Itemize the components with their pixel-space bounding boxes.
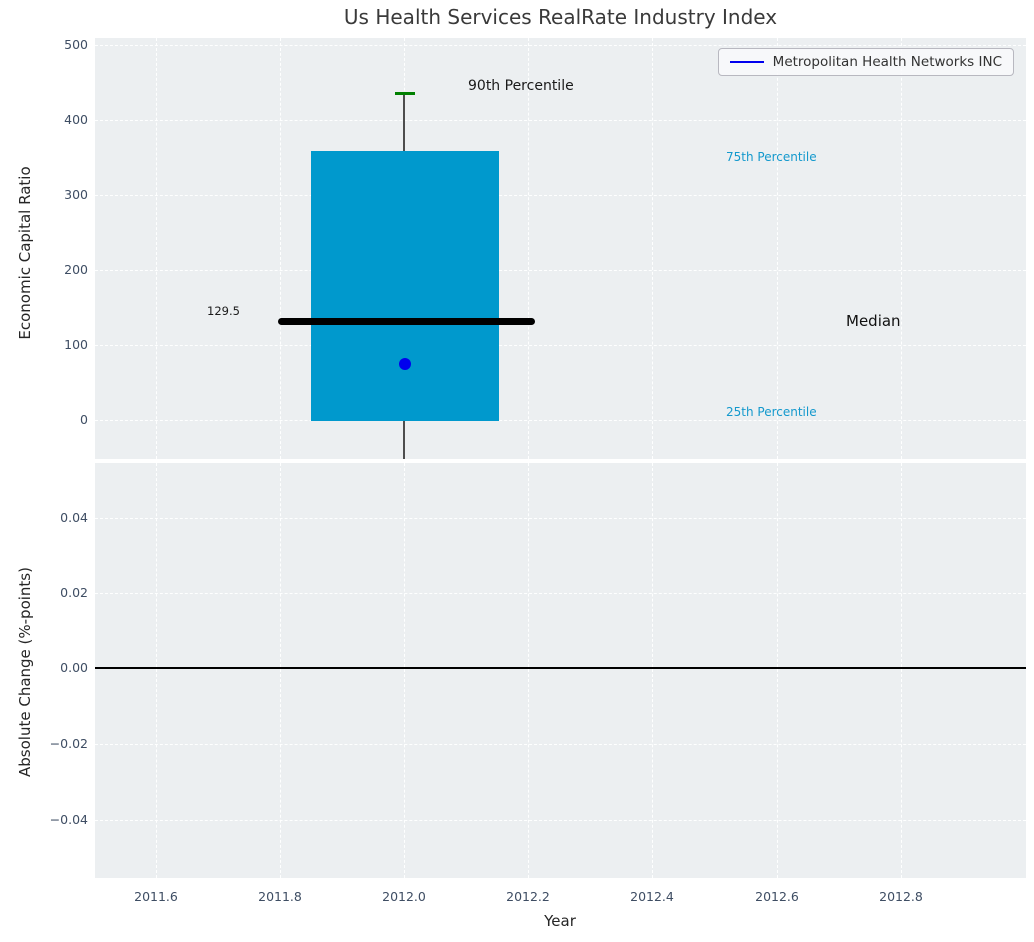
ytick-label: 0.02: [60, 585, 88, 600]
gridline: [95, 195, 1026, 196]
annotation-median: Median: [846, 312, 901, 330]
annotation-25th-percentile: 25th Percentile: [726, 405, 817, 419]
interquartile-box: [311, 151, 499, 421]
gridline: [901, 463, 902, 878]
gridline: [95, 518, 1026, 519]
gridline: [528, 463, 529, 878]
xtick-label: 2012.4: [630, 889, 674, 904]
xtick-label: 2012.8: [879, 889, 923, 904]
ytick-label: 100: [64, 337, 88, 352]
ytick-label: 200: [64, 262, 88, 277]
ytick-label: 300: [64, 187, 88, 202]
gridline: [280, 463, 281, 878]
legend-line-sample: [729, 61, 764, 63]
gridline: [528, 38, 529, 459]
xtick-label: 2012.0: [382, 889, 426, 904]
gridline: [777, 38, 778, 459]
median-line: [278, 318, 535, 325]
ytick-label: 0: [80, 412, 88, 427]
gridline: [901, 38, 902, 459]
gridline: [404, 463, 405, 878]
gridline: [156, 38, 157, 459]
annotation-median-value: 129.5: [207, 304, 240, 318]
company-marker-dot: [399, 358, 411, 370]
gridline: [95, 45, 1026, 46]
gridline: [95, 270, 1026, 271]
top-y-axis-label: Economic Capital Ratio: [16, 166, 34, 340]
gridline: [652, 463, 653, 878]
ytick-label: −0.04: [49, 812, 88, 827]
gridline: [95, 820, 1026, 821]
chart-title: Us Health Services RealRate Industry Ind…: [343, 5, 778, 29]
gridline: [95, 345, 1026, 346]
annotation-90th-percentile: 90th Percentile: [468, 78, 574, 94]
gridline: [95, 744, 1026, 745]
bottom-y-axis-label: Absolute Change (%-points): [16, 567, 34, 777]
ytick-label: −0.02: [49, 736, 88, 751]
xtick-label: 2012.2: [506, 889, 550, 904]
ytick-label: 0.04: [60, 510, 88, 525]
x-axis-label: Year: [544, 912, 576, 930]
xtick-label: 2012.6: [755, 889, 799, 904]
top-plot-area: 90th Percentile 129.5 75th Percentile 25…: [95, 38, 1026, 459]
ytick-label: 0.00: [60, 660, 88, 675]
bottom-plot-area: [95, 463, 1026, 878]
xtick-label: 2011.6: [134, 889, 178, 904]
gridline: [777, 463, 778, 878]
xtick-label: 2011.8: [258, 889, 302, 904]
percentile-90-cap: [395, 92, 415, 95]
gridline: [280, 38, 281, 459]
gridline: [652, 38, 653, 459]
ytick-label: 400: [64, 112, 88, 127]
gridline: [95, 420, 1026, 421]
ytick-label: 500: [64, 37, 88, 52]
legend-label: Metropolitan Health Networks INC: [772, 54, 1002, 70]
annotation-75th-percentile: 75th Percentile: [726, 150, 817, 164]
gridline: [95, 593, 1026, 594]
gridline: [95, 120, 1026, 121]
zero-baseline: [95, 667, 1026, 669]
legend: Metropolitan Health Networks INC: [717, 48, 1014, 76]
gridline: [156, 463, 157, 878]
